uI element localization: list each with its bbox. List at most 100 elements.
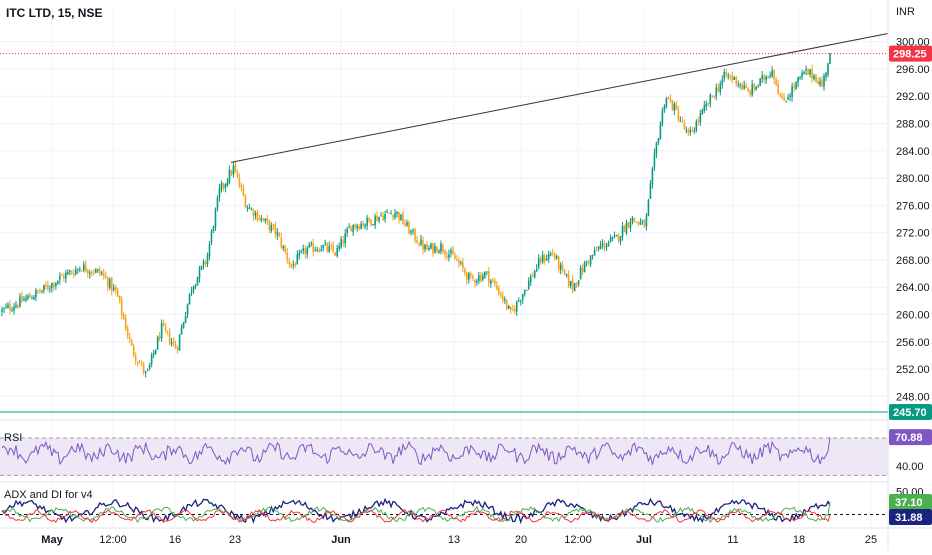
candle[interactable] <box>631 217 634 223</box>
candle[interactable] <box>448 254 450 258</box>
candle[interactable] <box>342 240 344 244</box>
candle[interactable] <box>320 249 323 252</box>
candle[interactable] <box>7 304 9 308</box>
candle[interactable] <box>585 261 588 263</box>
candle[interactable] <box>432 243 434 254</box>
candle[interactable] <box>244 196 247 208</box>
candle[interactable] <box>797 77 799 83</box>
candle[interactable] <box>793 85 795 88</box>
candle[interactable] <box>172 341 175 344</box>
candle[interactable] <box>298 252 301 256</box>
candle[interactable] <box>657 138 660 144</box>
adx-pane-label[interactable]: ADX and DI for v4 <box>4 489 93 501</box>
candle[interactable] <box>482 275 484 280</box>
candle[interactable] <box>725 72 728 76</box>
candle[interactable] <box>699 113 702 123</box>
candle[interactable] <box>248 207 251 210</box>
candle[interactable] <box>671 100 674 110</box>
candle[interactable] <box>242 188 245 196</box>
candle[interactable] <box>86 270 89 274</box>
candle[interactable] <box>192 286 195 291</box>
candle[interactable] <box>486 271 488 273</box>
chart-title[interactable]: ITC LTD, 15, NSE <box>6 6 102 20</box>
candle[interactable] <box>531 275 534 277</box>
candle[interactable] <box>541 254 544 263</box>
candle[interactable] <box>476 281 478 283</box>
candle[interactable] <box>799 77 801 79</box>
candle[interactable] <box>190 290 193 293</box>
candle[interactable] <box>390 213 392 215</box>
candle[interactable] <box>607 242 610 247</box>
candle[interactable] <box>472 275 474 279</box>
candle[interactable] <box>675 104 678 110</box>
candle[interactable] <box>781 95 783 99</box>
candle[interactable] <box>134 355 137 361</box>
candle[interactable] <box>551 253 554 255</box>
candle[interactable] <box>795 82 797 89</box>
candle[interactable] <box>334 252 336 256</box>
candle[interactable] <box>557 256 560 269</box>
candle[interactable] <box>270 224 273 232</box>
candle[interactable] <box>412 229 414 232</box>
candle[interactable] <box>739 84 742 86</box>
candle[interactable] <box>140 363 143 365</box>
candle[interactable] <box>37 289 39 292</box>
candle[interactable] <box>328 246 331 252</box>
candle[interactable] <box>394 213 396 218</box>
candle[interactable] <box>743 85 746 90</box>
candle[interactable] <box>643 219 646 228</box>
candle[interactable] <box>364 224 366 227</box>
candle[interactable] <box>775 80 777 85</box>
candle[interactable] <box>358 226 360 230</box>
candle[interactable] <box>452 249 454 255</box>
candle[interactable] <box>651 168 654 184</box>
candle[interactable] <box>470 273 472 276</box>
candle[interactable] <box>745 85 748 88</box>
candle[interactable] <box>84 264 87 272</box>
candle[interactable] <box>356 225 358 229</box>
candle[interactable] <box>182 322 185 328</box>
candle[interactable] <box>276 232 279 236</box>
candle[interactable] <box>817 81 819 84</box>
candle[interactable] <box>164 325 167 331</box>
candle[interactable] <box>55 283 57 286</box>
candle[interactable] <box>61 275 63 276</box>
candle[interactable] <box>71 271 73 274</box>
candle[interactable] <box>214 209 217 228</box>
candle[interactable] <box>683 122 686 129</box>
candle[interactable] <box>272 224 275 226</box>
candle[interactable] <box>513 309 516 312</box>
candle[interactable] <box>440 243 442 252</box>
candle[interactable] <box>488 271 490 284</box>
candle[interactable] <box>152 353 155 355</box>
candle[interactable] <box>545 258 548 261</box>
candle[interactable] <box>67 271 69 275</box>
candle[interactable] <box>130 339 133 346</box>
candle[interactable] <box>496 285 498 289</box>
candle[interactable] <box>478 275 480 282</box>
candle[interactable] <box>362 223 364 226</box>
candle[interactable] <box>456 259 458 261</box>
candle[interactable] <box>322 245 325 249</box>
candle[interactable] <box>769 75 771 77</box>
support-badge[interactable] <box>889 404 932 421</box>
candle[interactable] <box>278 232 281 237</box>
candle[interactable] <box>392 214 394 219</box>
candle[interactable] <box>310 243 313 245</box>
candle[interactable] <box>785 101 787 102</box>
candle[interactable] <box>236 172 239 177</box>
candle[interactable] <box>258 219 261 221</box>
plus-di-value-badge[interactable] <box>889 494 932 510</box>
candle[interactable] <box>751 84 753 96</box>
candle[interactable] <box>280 236 283 248</box>
candle[interactable] <box>264 218 267 221</box>
candle[interactable] <box>77 269 79 270</box>
rsi-pane[interactable] <box>0 437 888 476</box>
candle[interactable] <box>715 87 718 97</box>
candle[interactable] <box>382 215 384 221</box>
candle[interactable] <box>501 295 504 301</box>
adx-value-badge[interactable] <box>889 509 932 525</box>
candle[interactable] <box>791 86 793 98</box>
